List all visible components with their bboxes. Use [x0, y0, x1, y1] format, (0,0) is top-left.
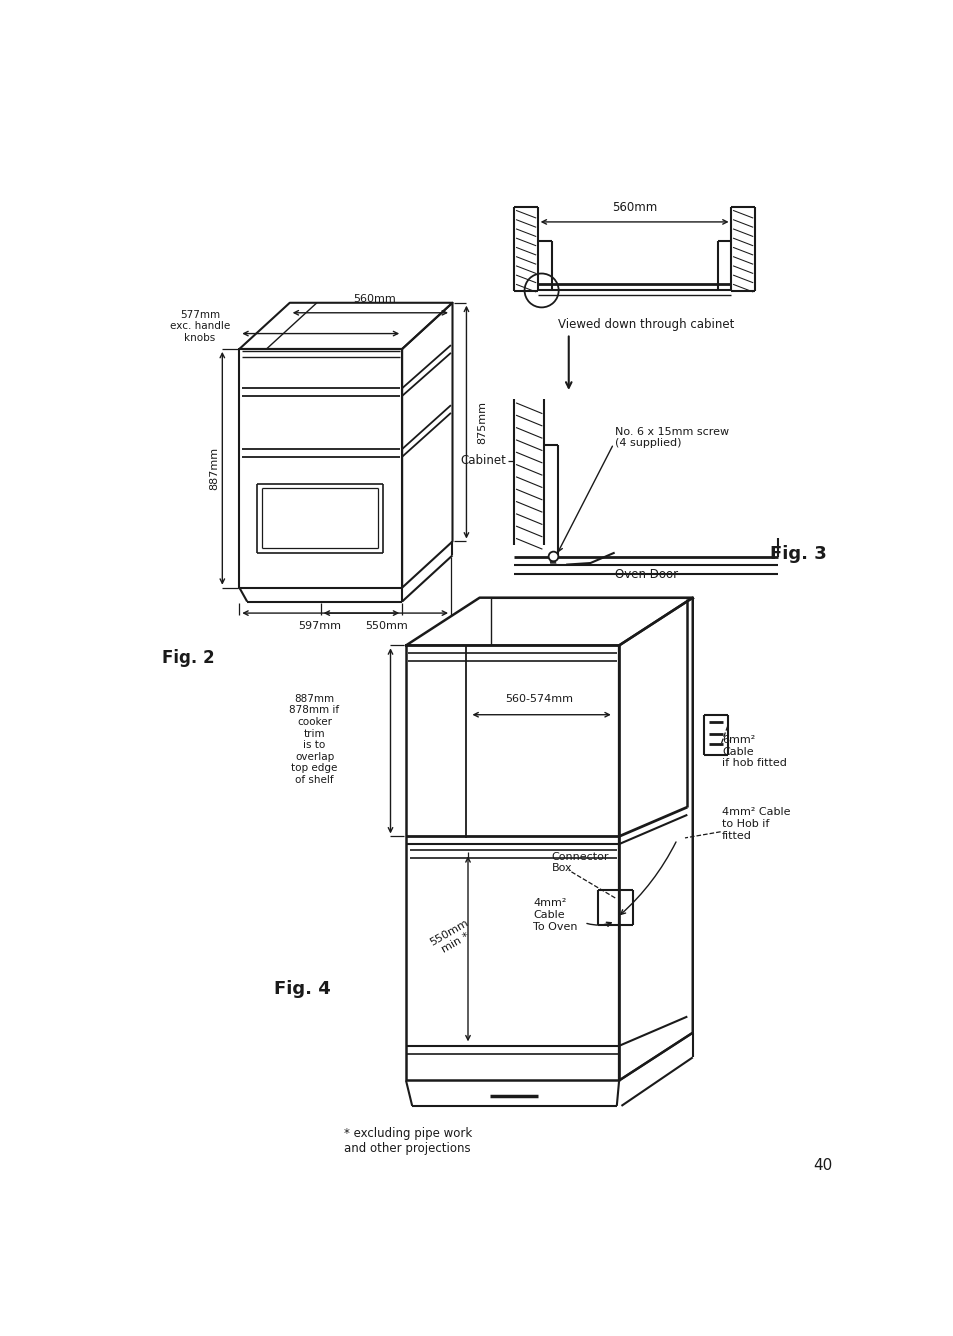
Text: 6mm²
Cable
if hob fitted: 6mm² Cable if hob fitted [721, 735, 786, 768]
Text: 550mm: 550mm [365, 621, 408, 631]
Text: Connector
Box: Connector Box [551, 852, 609, 874]
Text: 4mm²
Cable
To Oven: 4mm² Cable To Oven [533, 898, 577, 931]
Text: Cabinet: Cabinet [460, 454, 506, 468]
Text: Fig. 4: Fig. 4 [274, 981, 331, 998]
Text: * excluding pipe work
and other projections: * excluding pipe work and other projecti… [344, 1126, 472, 1154]
Text: 887mm
878mm if
cooker
trim
is to
overlap
top edge
of shelf: 887mm 878mm if cooker trim is to overlap… [289, 693, 339, 786]
Text: Fig. 2: Fig. 2 [162, 649, 214, 667]
Text: 560mm: 560mm [354, 294, 395, 303]
Text: 560mm: 560mm [612, 202, 657, 214]
Text: 577mm
exc. handle
knobs: 577mm exc. handle knobs [170, 310, 230, 343]
Text: No. 6 x 15mm screw
(4 supplied): No. 6 x 15mm screw (4 supplied) [615, 426, 729, 449]
Text: Oven Door: Oven Door [614, 568, 677, 581]
Text: Fig. 3: Fig. 3 [769, 545, 826, 564]
Text: 550mm
min *: 550mm min * [428, 918, 476, 958]
Text: 560-574mm: 560-574mm [505, 693, 573, 704]
Text: 875mm: 875mm [476, 401, 487, 444]
Text: 597mm: 597mm [297, 621, 340, 631]
Text: 4mm² Cable
to Hob if
fitted: 4mm² Cable to Hob if fitted [721, 807, 790, 840]
Text: 40: 40 [812, 1158, 831, 1173]
Text: 887mm: 887mm [209, 446, 218, 490]
Text: Viewed down through cabinet: Viewed down through cabinet [558, 318, 734, 331]
